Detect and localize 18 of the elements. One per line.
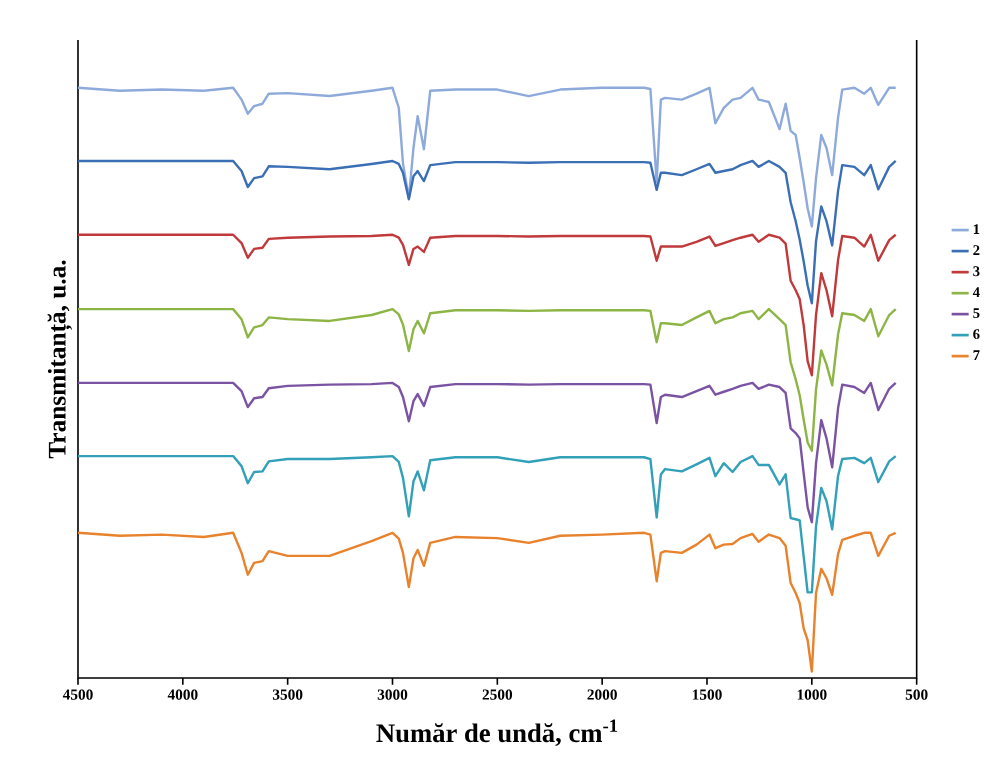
x-axis-title: Număr de undă, cm$^{-1}$ (376, 719, 618, 747)
x-tick-label: 4000 (167, 689, 198, 700)
x-tick-label: 4500 (62, 689, 93, 700)
x-tick-label: 3000 (377, 689, 408, 700)
legend-label: 2 (973, 245, 980, 255)
x-tick-label: 1000 (797, 689, 827, 700)
legend-label: 3 (973, 266, 980, 277)
y-axis-title: Transmitanță, u.a. (47, 260, 72, 459)
legend-label: 7 (973, 350, 980, 360)
legend-label: 4 (972, 287, 980, 297)
x-tick-label: 2500 (482, 689, 513, 700)
x-tick-label: 500 (905, 689, 928, 700)
legend-label: 6 (973, 329, 980, 340)
x-tick-label: 3500 (272, 689, 303, 700)
legend-label: 1 (973, 224, 980, 234)
x-tick-label: 2000 (587, 689, 617, 700)
legend-label: 5 (973, 308, 980, 319)
x-tick-label: 1500 (692, 689, 722, 700)
